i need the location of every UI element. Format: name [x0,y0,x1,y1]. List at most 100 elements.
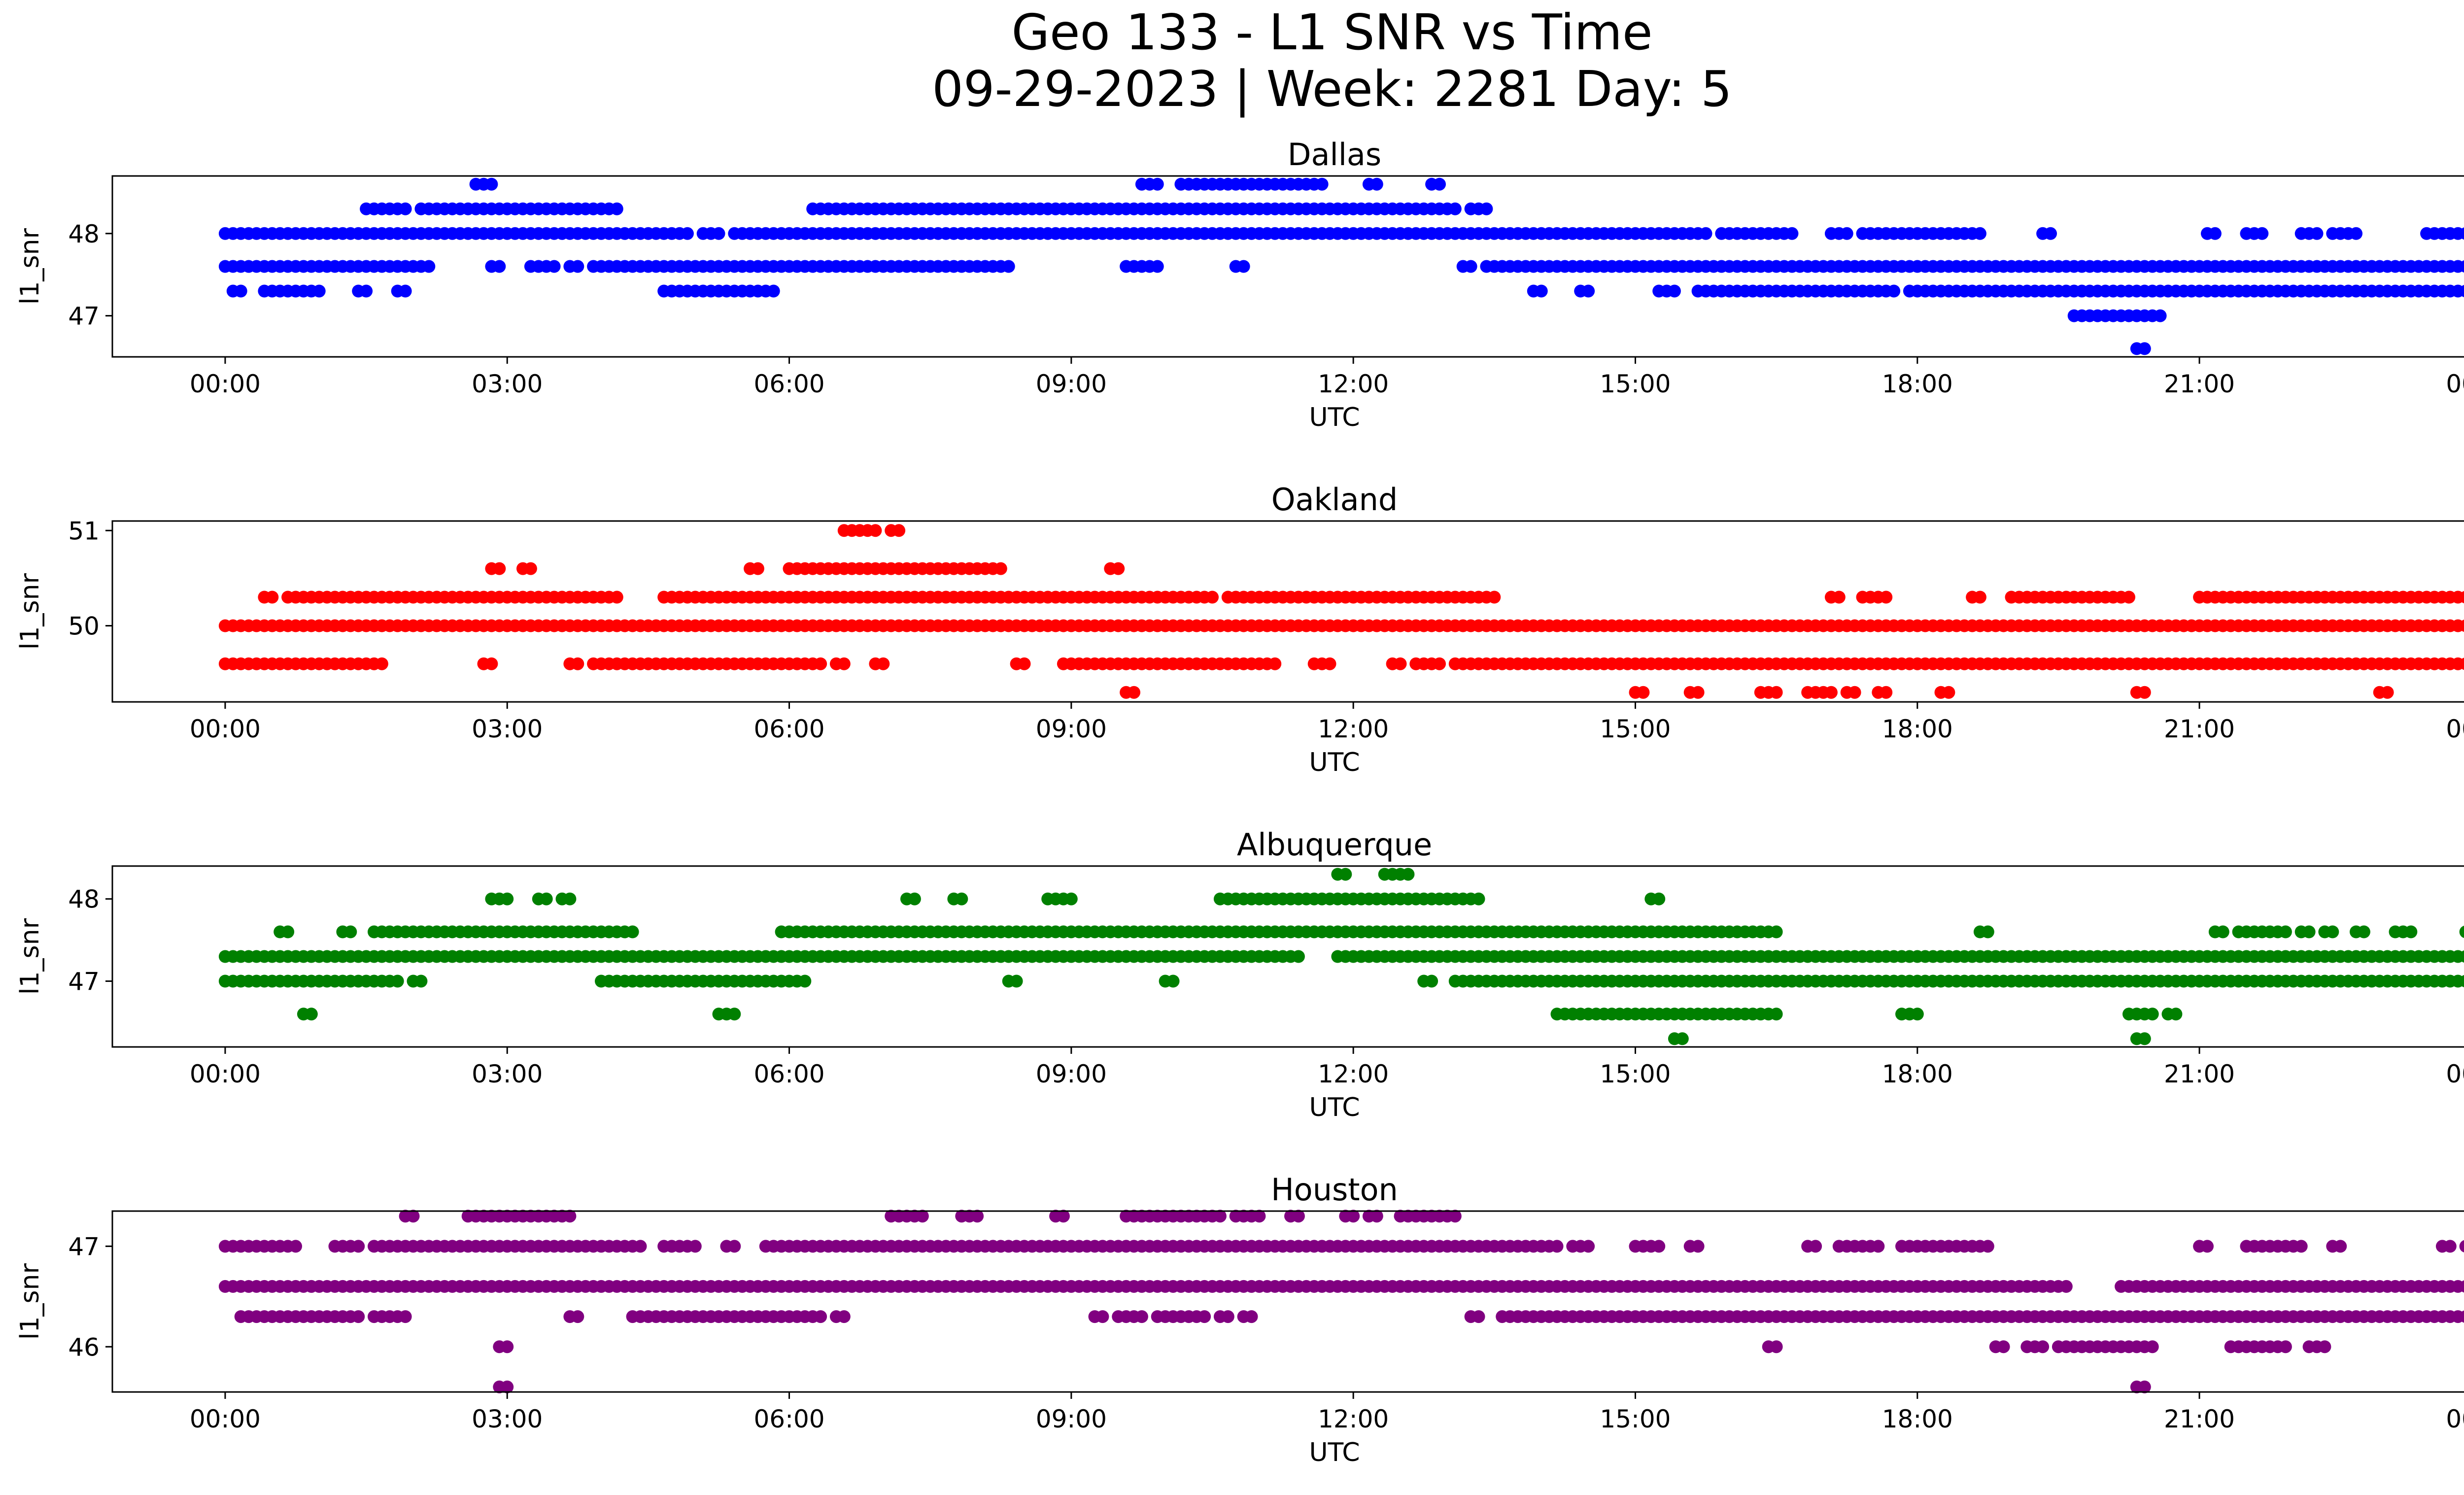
data-point [1699,227,1712,240]
x-tick-label: 18:00 [1882,1060,1953,1088]
data-point [1323,657,1336,670]
data-point [1339,868,1352,881]
x-tick-label: 09:00 [1036,715,1107,743]
y-tick-label: 48 [68,885,100,914]
data-point [2318,1340,2331,1354]
data-point [1064,892,1078,905]
data-point [712,227,725,240]
data-point [634,1240,647,1253]
data-point [571,260,584,273]
data-point [563,1210,577,1223]
y-tick-label: 48 [68,220,100,248]
x-tick-label: 09:00 [1036,1405,1107,1433]
data-point [2059,1280,2073,1293]
data-point [1057,1210,1070,1223]
data-point [1166,974,1180,988]
data-point [1010,974,1023,988]
data-point [1872,1240,1885,1253]
x-axis-label: UTC [1309,1438,1360,1467]
data-point [344,925,357,939]
data-point [1370,1210,1383,1223]
data-point [2256,227,2269,240]
data-point [1848,686,1861,699]
data-point [1770,1340,1783,1354]
x-tick-label: 12:00 [1318,715,1389,743]
x-tick-label: 06:00 [753,715,824,743]
data-point [1112,562,1125,575]
data-point [2459,227,2464,240]
data-point [485,657,498,670]
data-point [2138,342,2151,355]
y-axis-label: l1_snr [15,918,45,995]
x-tick-label: 18:00 [1882,1405,1953,1433]
data-point [571,657,584,670]
y-tick-label: 51 [68,517,100,545]
data-point [1002,260,1015,273]
data-point [2036,1340,2050,1354]
data-point [2279,925,2292,939]
data-point [2334,1240,2347,1253]
subplot-title: Albuquerque [1237,827,1432,863]
x-tick-label: 12:00 [1318,1405,1389,1433]
data-point [1550,1240,1564,1253]
data-point [1488,591,1501,604]
data-point [1911,1008,1924,1021]
data-point [1880,686,1893,699]
data-point [1981,1240,1994,1253]
data-point [2138,1380,2151,1393]
data-point [2357,925,2370,939]
x-tick-label: 12:00 [1318,370,1389,398]
data-point [1691,1240,1705,1253]
data-point [2381,686,2394,699]
data-point [501,1340,514,1354]
data-point [1237,260,1250,273]
data-point [2294,1240,2308,1253]
data-point [610,591,623,604]
data-point [916,1210,929,1223]
data-point [414,974,428,988]
y-axis-label: l1_snr [15,228,45,305]
data-point [1253,1210,1266,1223]
data-point [1096,1310,1109,1323]
data-point [352,1310,365,1323]
data-point [1472,1310,1485,1323]
data-point [1268,657,1282,670]
data-point [798,974,812,988]
data-point [540,892,553,905]
data-point [2201,1240,2214,1253]
data-point [1652,1240,1666,1253]
subplot-albuquerque: Albuquerque 00:00 03:00 06:00 09:00 12:00 15:0… [15,827,2464,1122]
data-point [399,284,412,298]
data-point [877,657,890,670]
data-point [399,1310,412,1323]
data-point [2459,620,2464,632]
data-point [869,524,882,537]
x-axis-label: UTC [1309,1093,1360,1122]
data-point [548,260,561,273]
data-point [1809,1240,1822,1253]
data-point [1433,177,1446,191]
x-tick-label: 03:00 [472,1060,543,1088]
data-points [218,1210,2464,1393]
x-tick-label: 03:00 [472,1405,543,1433]
x-tick-label: 15:00 [1600,715,1671,743]
data-point [1676,1032,1689,1045]
data-point [1981,925,1994,939]
data-point [563,892,577,905]
x-tick-label: 09:00 [1036,370,1107,398]
data-point [1582,1240,1595,1253]
x-tick-label: 18:00 [1882,715,1953,743]
subplot-houston: Houston 00:00 03:00 06:00 09:00 12:00 15:00 18:… [15,1172,2464,1467]
data-point [971,1210,984,1223]
data-point [2208,227,2222,240]
x-tick-label: 00:00 [2446,715,2464,743]
x-tick-label: 18:00 [1882,370,1953,398]
data-points [218,868,2464,1045]
data-point [2044,227,2057,240]
data-point [2459,260,2464,273]
data-point [493,260,506,273]
figure-title-line1: Geo 133 - L1 SNR vs Time [1012,3,1653,61]
data-point [2138,1032,2151,1045]
data-point [1770,686,1783,699]
x-tick-label: 00:00 [190,1405,261,1433]
